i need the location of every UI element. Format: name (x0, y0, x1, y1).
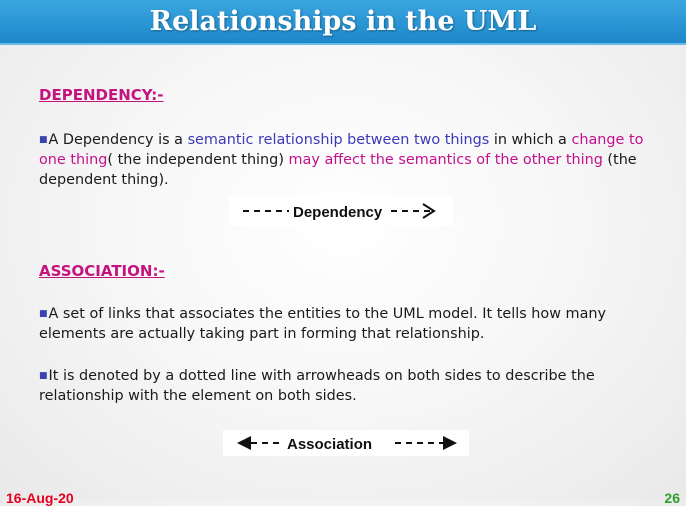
association-right-arrowhead-icon (443, 436, 457, 450)
dependency-diagram: Dependency (229, 196, 453, 226)
bullet-icon: ■ (39, 371, 48, 381)
dependency-text-1: A Dependency is a (48, 132, 188, 148)
dependency-text-3: in which a (489, 132, 572, 148)
dependency-text-2: semantic relationship between two things (187, 132, 490, 148)
association-text-2: It is denoted by a dotted line with arro… (39, 368, 595, 404)
dependency-text-6: may affect the semantics of the other th… (288, 152, 603, 168)
dependency-text-4: change to one thing (39, 132, 644, 168)
association-text-1: A set of links that associates the entit… (39, 306, 607, 342)
dependency-heading: DEPENDENCY:- (39, 86, 164, 104)
dependency-arrow-diagram: Dependency (243, 203, 436, 221)
bullet-icon: ■ (39, 135, 48, 145)
association-heading: ASSOCIATION:- (39, 262, 165, 280)
title-bar: Relationships in the UML (0, 0, 686, 45)
association-arrow-diagram: Association (237, 436, 457, 453)
dependency-text-7: (the dependent thing). (39, 152, 637, 188)
association-diagram: Association (223, 430, 469, 456)
footer-date: 16-Aug-20 (6, 490, 74, 506)
dependency-paragraph: ■A Dependency is a semantic relationship… (39, 130, 669, 190)
dependency-open-arrowhead-icon (422, 203, 436, 219)
dependency-text-5: ( the independent thing) (107, 152, 289, 168)
association-left-arrowhead-icon (237, 436, 251, 450)
association-paragraph-1: ■A set of links that associates the enti… (39, 304, 669, 344)
footer-page-number: 26 (664, 490, 680, 506)
slide-title: Relationships in the UML (149, 6, 537, 37)
association-label: Association (287, 436, 372, 453)
dependency-label: Dependency (293, 204, 383, 221)
bullet-icon: ■ (39, 309, 48, 319)
association-paragraph-2: ■It is denoted by a dotted line with arr… (39, 366, 669, 406)
